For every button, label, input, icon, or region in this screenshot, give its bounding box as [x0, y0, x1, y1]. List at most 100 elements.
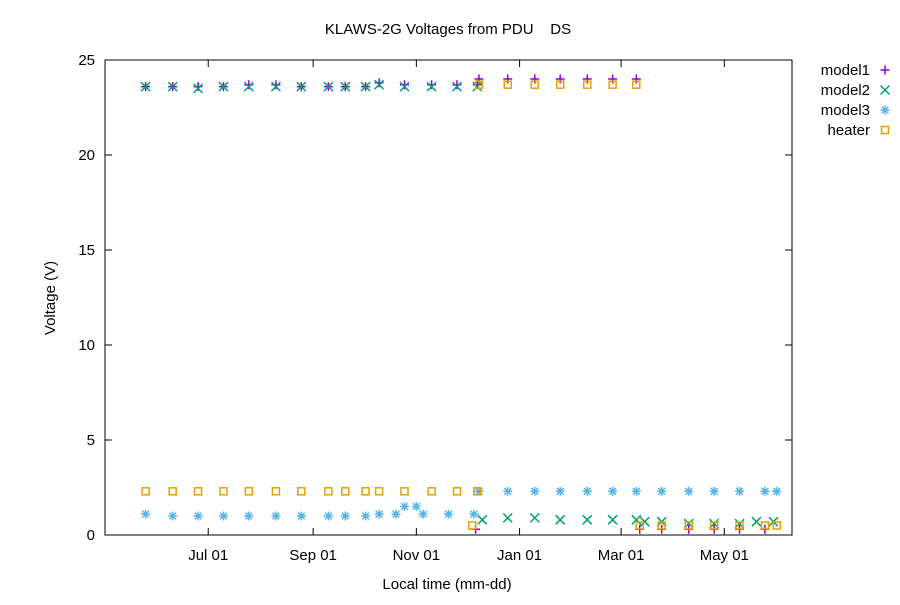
y-tick-label: 10	[78, 337, 95, 354]
data-point-model1	[374, 78, 384, 88]
data-point-model1	[193, 82, 203, 92]
data-point-heater	[608, 80, 617, 89]
data-point-heater	[168, 487, 177, 496]
data-point-model3	[141, 509, 151, 519]
x-axis-label: Local time (mm-dd)	[382, 576, 511, 593]
data-point-model3	[530, 486, 540, 496]
data-point-model3	[444, 509, 453, 519]
data-point-heater	[297, 487, 306, 496]
data-point-heater	[474, 80, 484, 89]
data-point-model1	[631, 74, 641, 84]
y-tick-label: 20	[78, 147, 95, 164]
data-point-heater	[341, 487, 350, 496]
data-point-heater	[271, 487, 281, 496]
data-point-model3	[361, 511, 371, 521]
data-point-heater	[632, 80, 641, 89]
data-point-model1	[555, 74, 565, 84]
data-point-model1	[427, 80, 437, 90]
data-point-model2	[639, 516, 650, 527]
data-point-model3	[340, 511, 350, 521]
data-point-heater	[635, 521, 644, 530]
legend-marker-model1	[880, 65, 890, 75]
data-point-heater	[400, 487, 409, 496]
data-point-model2	[167, 81, 178, 92]
data-point-model1	[271, 80, 281, 90]
data-point-heater	[467, 521, 477, 530]
data-point-model3	[709, 486, 719, 496]
data-point-model3	[193, 511, 203, 521]
data-point-heater	[324, 487, 333, 496]
x-tick-label: Sep 01	[289, 547, 337, 564]
data-point-model1	[530, 74, 540, 84]
x-tick-label: Jan 01	[497, 547, 542, 564]
data-point-model3	[418, 509, 428, 519]
data-point-heater	[503, 80, 512, 89]
data-point-model1	[503, 74, 513, 84]
y-axis: 0 5 10 15 20 25	[78, 52, 792, 544]
data-point-model2	[243, 81, 254, 92]
plot-area	[140, 74, 782, 534]
data-point-heater	[219, 487, 228, 496]
data-point-model3	[631, 486, 641, 496]
data-point-heater	[193, 487, 203, 496]
data-point-model2	[340, 81, 351, 92]
data-point-model2	[472, 81, 483, 92]
data-point-heater	[684, 521, 694, 530]
data-point-heater	[530, 80, 540, 89]
data-point-model3	[400, 502, 410, 511]
data-point-model3	[323, 511, 333, 521]
data-point-model2	[426, 81, 437, 92]
data-point-model2	[477, 514, 488, 525]
y-tick-label: 15	[78, 242, 95, 259]
data-point-heater	[760, 521, 770, 530]
data-point-model3	[374, 509, 384, 519]
data-point-model2	[218, 81, 229, 92]
data-point-model2	[140, 81, 151, 92]
data-point-model3	[608, 486, 618, 496]
data-point-model2	[582, 514, 593, 525]
data-point-heater	[772, 521, 782, 530]
data-point-model2	[193, 83, 204, 94]
data-point-model1	[452, 80, 462, 90]
data-point-model2	[631, 514, 642, 525]
data-point-model3	[411, 502, 421, 511]
x-tick-label: Nov 01	[393, 547, 441, 564]
legend: model1 model2 model3 heater	[821, 62, 891, 139]
plot-frame	[104, 59, 793, 536]
data-point-heater	[555, 80, 565, 89]
data-point-heater	[427, 487, 436, 496]
data-point-model3	[657, 486, 667, 496]
data-point-model2	[399, 81, 410, 92]
data-point-model3	[474, 486, 484, 496]
data-point-model2	[374, 79, 385, 90]
data-point-model3	[168, 511, 178, 521]
legend-label-model2: model2	[821, 82, 870, 99]
data-point-heater	[709, 521, 719, 530]
data-point-model2	[751, 516, 762, 527]
data-point-heater	[141, 487, 150, 496]
data-point-model1	[608, 74, 618, 84]
x-tick-label: Mar 01	[598, 547, 645, 564]
y-axis-label: Voltage (V)	[42, 261, 59, 335]
series-model1	[141, 74, 770, 534]
data-point-model3	[684, 486, 694, 496]
data-point-model2	[529, 512, 540, 523]
data-point-model2	[270, 81, 281, 92]
data-point-heater	[452, 487, 462, 496]
legend-label-model3: model3	[821, 102, 870, 119]
y-tick-label: 0	[87, 527, 95, 544]
legend-marker-model2	[879, 84, 891, 96]
data-point-model3	[555, 486, 565, 496]
data-point-model1	[582, 74, 592, 84]
data-point-heater	[374, 487, 384, 496]
data-point-model3	[244, 511, 254, 521]
data-point-model2	[296, 81, 307, 92]
data-point-model3	[469, 509, 479, 519]
data-point-model3	[760, 486, 770, 496]
data-point-model2	[323, 81, 334, 92]
data-point-model2	[607, 514, 618, 525]
x-axis: Jul 01 Sep 01 Nov 01 Jan 01 Mar 01 May 01	[188, 60, 749, 564]
data-point-model3	[218, 511, 228, 521]
